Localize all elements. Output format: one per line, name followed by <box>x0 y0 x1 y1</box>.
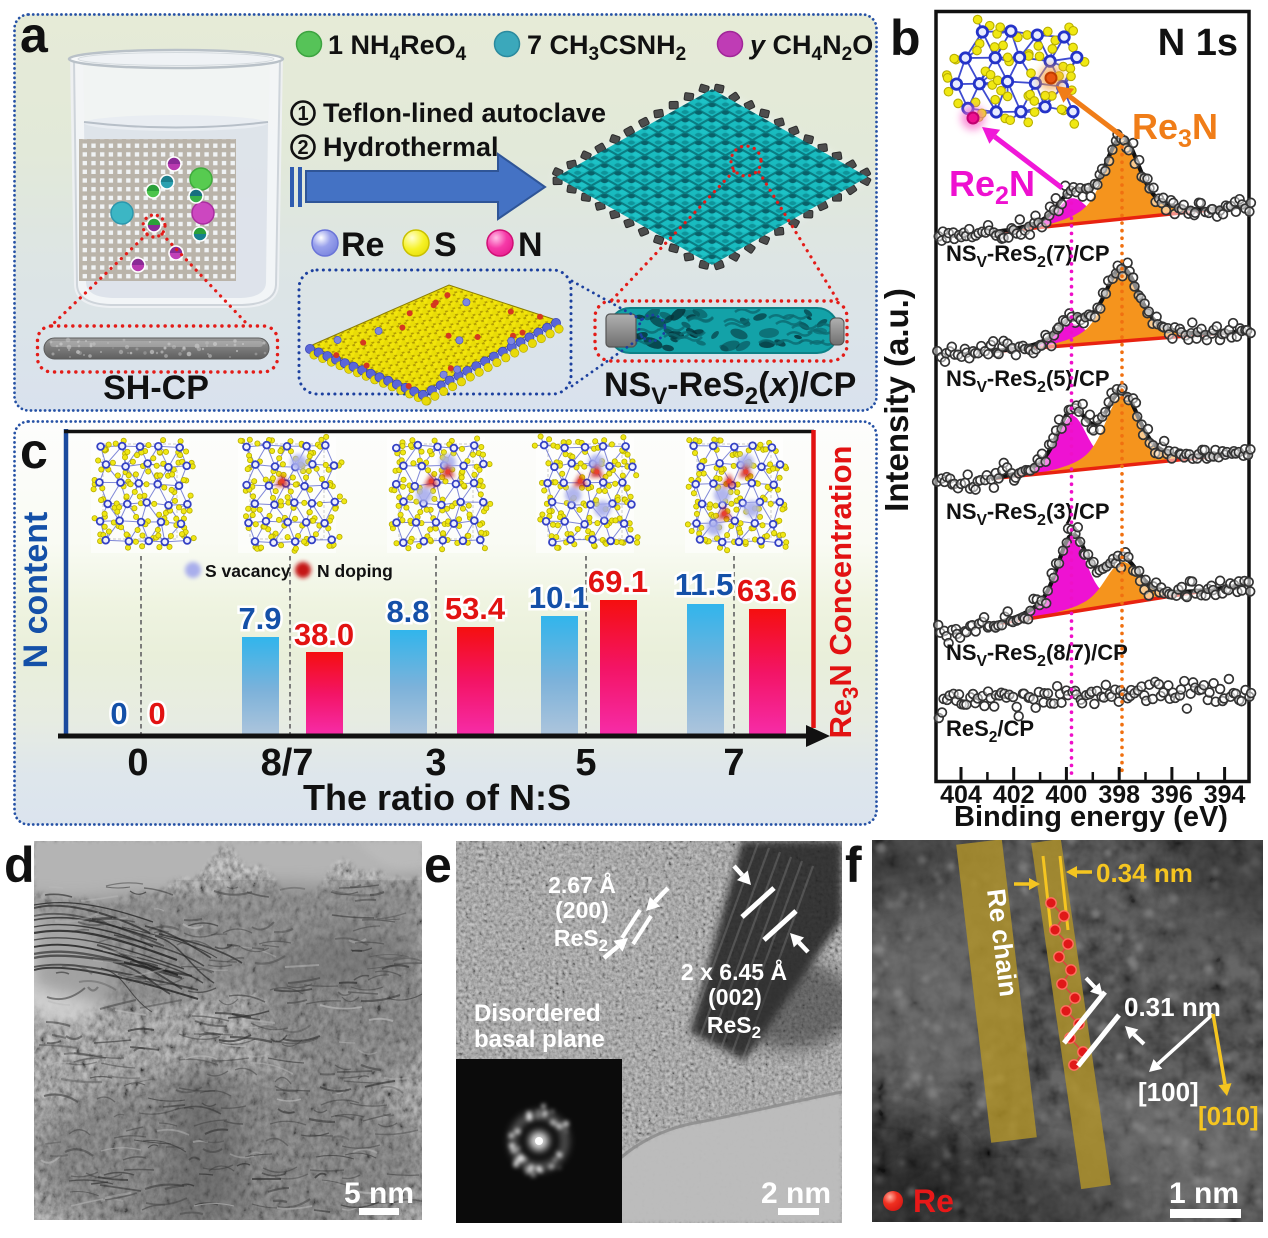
svg-text:[010]: [010] <box>1198 1101 1259 1131</box>
svg-text:Re: Re <box>913 1183 954 1219</box>
svg-text:1: 1 <box>297 103 308 125</box>
svg-text:N content: N content <box>17 512 55 669</box>
svg-text:SH-CP: SH-CP <box>103 369 209 407</box>
svg-text:Re: Re <box>341 226 384 264</box>
svg-text:7: 7 <box>723 742 744 784</box>
svg-text:(200): (200) <box>555 897 609 923</box>
svg-text:N doping: N doping <box>317 561 393 581</box>
svg-text:Re2N: Re2N <box>949 163 1035 210</box>
svg-text:5: 5 <box>575 742 596 784</box>
svg-text:2: 2 <box>297 137 308 159</box>
svg-text:NSV-ReS2(x)/CP: NSV-ReS2(x)/CP <box>604 366 856 410</box>
svg-text:Disordered: Disordered <box>474 1000 601 1027</box>
svg-text:f: f <box>845 837 862 893</box>
svg-text:N: N <box>518 226 543 264</box>
svg-text:y CH4N2O: y CH4N2O <box>748 30 873 65</box>
svg-text:0: 0 <box>127 742 148 784</box>
svg-text:Re3N: Re3N <box>1132 106 1218 153</box>
svg-text:63.6: 63.6 <box>737 573 797 608</box>
svg-text:7.9: 7.9 <box>238 601 281 636</box>
svg-text:d: d <box>4 837 35 893</box>
svg-text:7 CH3CSNH2: 7 CH3CSNH2 <box>527 30 686 65</box>
svg-text:0: 0 <box>110 696 127 731</box>
svg-text:basal plane: basal plane <box>474 1026 605 1053</box>
svg-text:38.0: 38.0 <box>294 617 354 652</box>
svg-text:69.1: 69.1 <box>588 564 648 599</box>
svg-text:S vacancy: S vacancy <box>205 561 291 581</box>
svg-text:2 nm: 2 nm <box>761 1177 831 1210</box>
svg-text:S: S <box>434 226 457 264</box>
svg-text:11.5: 11.5 <box>675 567 734 602</box>
svg-text:10.1: 10.1 <box>529 580 589 615</box>
svg-text:[100]: [100] <box>1138 1077 1199 1107</box>
svg-text:2.67 Å: 2.67 Å <box>548 871 616 898</box>
svg-text:b: b <box>890 10 921 66</box>
svg-text:5 nm: 5 nm <box>344 1177 414 1210</box>
svg-text:8.8: 8.8 <box>386 594 429 629</box>
svg-text:Teflon-lined autoclave: Teflon-lined autoclave <box>323 98 606 128</box>
svg-text:0.31 nm: 0.31 nm <box>1124 992 1221 1022</box>
svg-text:1 nm: 1 nm <box>1169 1177 1239 1210</box>
svg-text:The ratio of N:S: The ratio of N:S <box>303 777 571 818</box>
svg-text:53.4: 53.4 <box>445 591 506 626</box>
svg-text:a: a <box>20 7 49 63</box>
svg-text:Hydrothermal: Hydrothermal <box>323 132 499 162</box>
svg-text:0.34 nm: 0.34 nm <box>1096 858 1193 888</box>
svg-text:N 1s: N 1s <box>1158 22 1238 64</box>
svg-text:Binding energy (eV): Binding energy (eV) <box>954 801 1228 833</box>
svg-text:c: c <box>20 423 48 479</box>
svg-text:2 x 6.45 Å: 2 x 6.45 Å <box>681 958 787 985</box>
svg-text:e: e <box>424 837 452 893</box>
svg-text:0: 0 <box>148 696 165 731</box>
svg-text:Intensity (a.u.): Intensity (a.u.) <box>878 288 915 512</box>
svg-text:(002): (002) <box>708 984 762 1010</box>
